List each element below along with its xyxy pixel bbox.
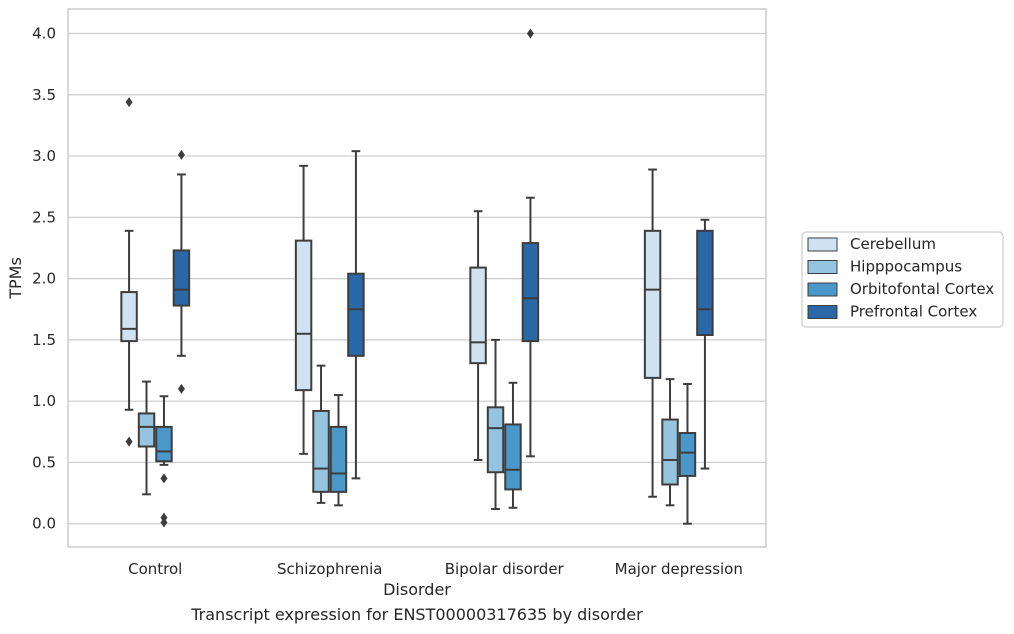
box-prefrontal-cortex [172, 149, 191, 394]
x-tick-labels: Control Schizophrenia Bipolar disorder Majo… [128, 560, 743, 578]
outlier-point [160, 517, 168, 528]
iqr-box [312, 409, 330, 493]
plot-frame [67, 8, 767, 548]
box-cerebellum [469, 210, 487, 461]
box-cerebellum [643, 168, 662, 498]
iqr-box [120, 291, 138, 343]
box-hipppocampus [486, 338, 505, 511]
box-hipppocampus [661, 378, 679, 507]
y-axis-title: TPMs [6, 257, 25, 300]
box-prefrontal-cortex [696, 218, 714, 470]
box-orbitofontal-cortex [678, 383, 697, 525]
iqr-box [661, 418, 679, 486]
legend-swatch [807, 237, 838, 252]
y-tick-label: 2.0 [32, 270, 56, 288]
y-tick-label: 4.0 [32, 25, 56, 43]
y-tick-label: 0.5 [32, 453, 56, 471]
outlier-point [177, 383, 185, 394]
outlier-point [125, 97, 133, 108]
box-prefrontal-cortex [521, 28, 540, 458]
iqr-box [643, 229, 662, 379]
box-orbitofontal-cortex [504, 381, 522, 509]
iqr-box [696, 229, 714, 336]
y-tick-label: 1.0 [32, 392, 56, 410]
y-tick-label: 1.5 [32, 331, 56, 349]
y-tick-label: 3.5 [32, 86, 56, 104]
outlier-point [125, 436, 133, 447]
x-tick-label: Major depression [615, 560, 743, 578]
outlier-point [160, 473, 168, 484]
y-tick-label: 0.0 [32, 515, 56, 533]
box-cerebellum [120, 97, 138, 447]
legend-swatch [807, 282, 838, 297]
legend-label: Prefrontal Cortex [850, 303, 977, 321]
box-plot-series [120, 28, 714, 528]
iqr-box [137, 412, 156, 448]
box-orbitofontal-cortex [155, 395, 173, 528]
legend-label: Cerebellum [850, 235, 936, 253]
box-prefrontal-cortex [347, 150, 365, 480]
y-tick-labels: 0.0 0.5 1.0 1.5 2.0 2.5 3.0 3.5 4.0 [32, 25, 56, 533]
x-tick-label: Control [128, 560, 182, 578]
iqr-box [486, 406, 505, 474]
x-axis-title: Disorder [383, 580, 451, 599]
x-tick-label: Bipolar disorder [445, 560, 565, 578]
iqr-box [521, 242, 540, 343]
y-tick-label: 2.5 [32, 208, 56, 226]
iqr-box [294, 239, 313, 392]
iqr-box [172, 249, 191, 307]
legend-frame [801, 231, 1004, 328]
outlier-point [526, 28, 534, 39]
box-hipppocampus [137, 380, 156, 496]
outlier-point [177, 149, 185, 160]
legend-label: Orbitofontal Cortex [850, 280, 994, 298]
figure-caption: Transcript expression for ENST0000031763… [191, 605, 643, 624]
legend-swatch [807, 305, 838, 319]
legend-swatch [807, 260, 838, 274]
legend-label: Hipppocampus [850, 258, 962, 276]
iqr-box [678, 432, 697, 477]
iqr-box [329, 425, 348, 493]
y-tick-label: 3.0 [32, 147, 56, 165]
iqr-box [155, 425, 173, 463]
iqr-box [504, 423, 522, 491]
x-tick-label: Schizophrenia [277, 560, 382, 578]
iqr-box [469, 266, 487, 365]
box-cerebellum [294, 164, 313, 455]
iqr-box [347, 272, 365, 357]
box-hipppocampus [312, 364, 330, 504]
box-orbitofontal-cortex [329, 394, 348, 507]
legend: Cerebellum Hipppocampus Orbitofontal Corte… [801, 231, 1004, 328]
